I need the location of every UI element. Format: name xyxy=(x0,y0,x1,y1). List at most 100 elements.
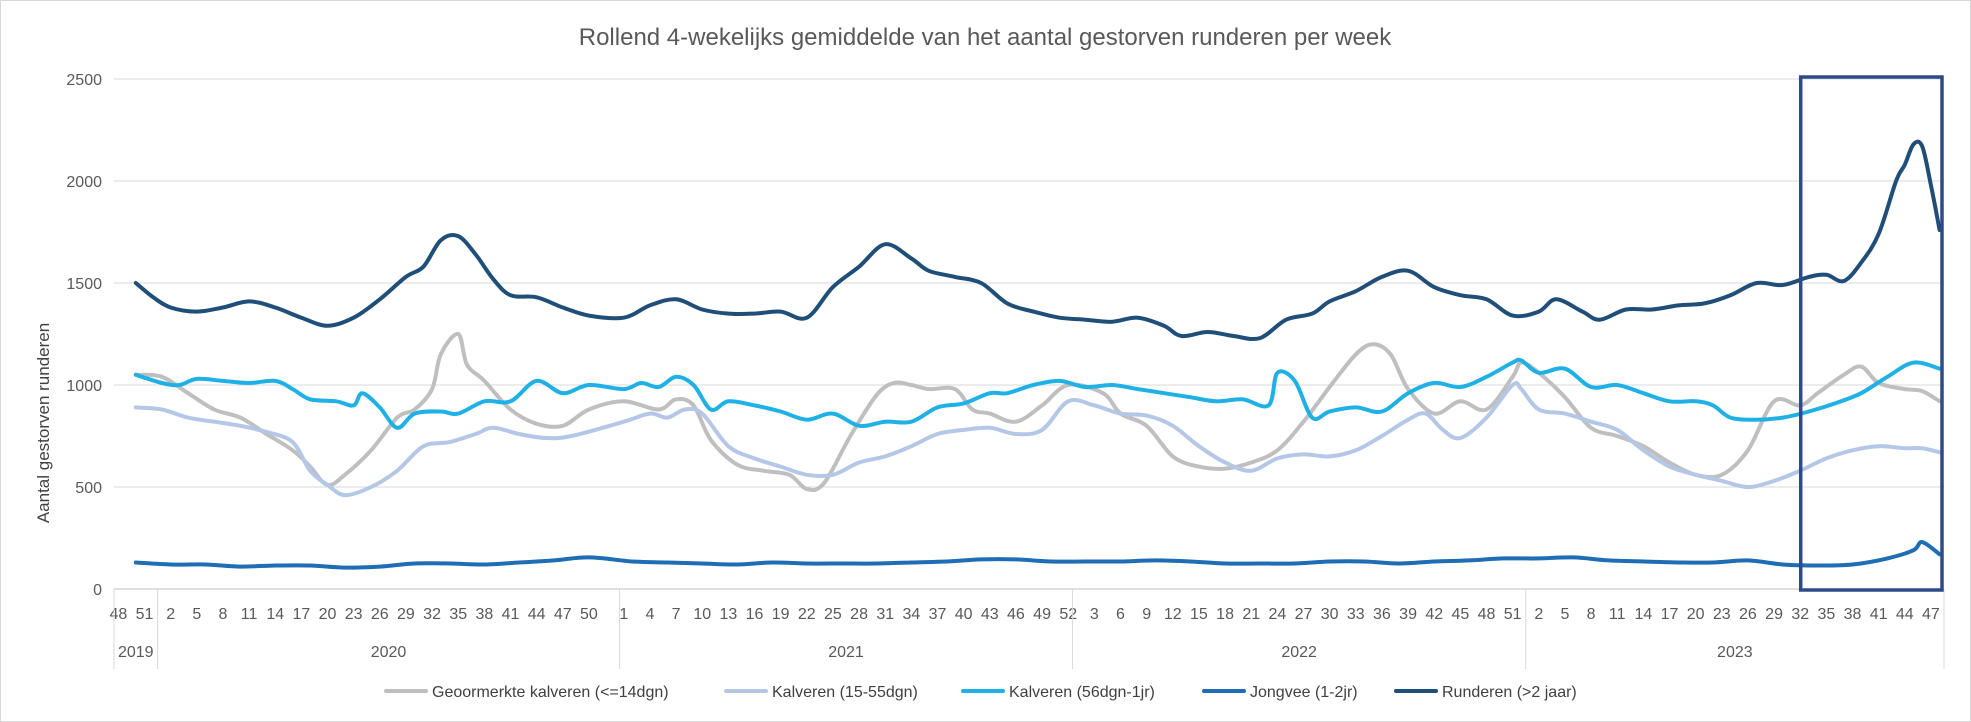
x-tick-label: 3 xyxy=(1090,606,1099,623)
x-tick-label: 29 xyxy=(397,606,415,623)
x-tick-label: 49 xyxy=(1033,606,1051,623)
legend-item: Kalveren (15-55dgn) xyxy=(724,684,918,701)
y-tick-label: 1000 xyxy=(66,378,102,395)
x-tick-label: 19 xyxy=(772,606,790,623)
y-tick-label: 2000 xyxy=(66,174,102,191)
x-tick-label: 44 xyxy=(1896,606,1914,623)
x-tick-label: 24 xyxy=(1268,606,1286,623)
legend-label: Kalveren (15-55dgn) xyxy=(772,684,918,701)
x-tick-label: 32 xyxy=(1791,606,1809,623)
x-tick-label: 6 xyxy=(1116,606,1125,623)
legend-item: Geoormerkte kalveren (<=14dgn) xyxy=(384,684,669,701)
x-tick-label: 39 xyxy=(1399,606,1417,623)
legend-label: Geoormerkte kalveren (<=14dgn) xyxy=(432,684,669,701)
x-tick-label: 9 xyxy=(1142,606,1151,623)
x-tick-label: 47 xyxy=(1922,606,1940,623)
x-tick-label: 32 xyxy=(423,606,441,623)
x-tick-label: 2 xyxy=(166,606,175,623)
x-tick-label: 47 xyxy=(554,606,572,623)
x-tick-label: 38 xyxy=(475,606,493,623)
x-tick-label: 29 xyxy=(1765,606,1783,623)
highlight-box xyxy=(1798,75,1944,592)
legend: Geoormerkte kalveren (<=14dgn) Kalveren (… xyxy=(384,684,1577,701)
x-tick-label: 34 xyxy=(902,606,920,623)
series-line-3 xyxy=(133,357,1942,430)
x-tick-label: 7 xyxy=(672,606,681,623)
x-tick-label: 30 xyxy=(1321,606,1339,623)
y-axis-label: Aantal gestorven runderen xyxy=(34,323,53,523)
x-tick-label: 23 xyxy=(345,606,363,623)
x-tick-label: 35 xyxy=(449,606,467,623)
y-tick-label: 2500 xyxy=(66,72,102,89)
x-tick-label: 4 xyxy=(645,606,654,623)
x-tick-label: 14 xyxy=(266,606,284,623)
x-tick-label: 23 xyxy=(1713,606,1731,623)
x-year-label: 2021 xyxy=(828,644,864,661)
x-tick-label: 51 xyxy=(1504,606,1522,623)
x-year-label: 2019 xyxy=(118,644,154,661)
x-tick-label: 37 xyxy=(929,606,947,623)
x-tick-label: 33 xyxy=(1347,606,1365,623)
x-tick-label: 12 xyxy=(1164,606,1182,623)
x-tick-label: 27 xyxy=(1295,606,1313,623)
series-line-2 xyxy=(133,381,1942,498)
y-tick-label: 0 xyxy=(93,582,102,599)
legend-item: Runderen (>2 jaar) xyxy=(1394,684,1577,701)
x-tick-label: 5 xyxy=(1560,606,1569,623)
x-year-label: 2022 xyxy=(1281,644,1317,661)
x-tick-label: 45 xyxy=(1451,606,1469,623)
x-tick-label: 8 xyxy=(218,606,227,623)
series-line-5 xyxy=(133,139,1942,342)
x-tick-label: 8 xyxy=(1587,606,1596,623)
x-tick-label: 18 xyxy=(1216,606,1234,623)
x-tick-label: 26 xyxy=(1739,606,1757,623)
y-tick-label: 500 xyxy=(75,480,102,497)
x-tick-label: 1 xyxy=(619,606,628,623)
legend-label: Kalveren (56dgn-1jr) xyxy=(1009,684,1155,701)
x-tick-label: 44 xyxy=(528,606,546,623)
x-tick-label: 16 xyxy=(746,606,764,623)
x-tick-label: 26 xyxy=(371,606,389,623)
x-tick-label: 48 xyxy=(109,606,127,623)
x-tick-label: 31 xyxy=(876,606,894,623)
x-tick-label: 21 xyxy=(1242,606,1260,623)
x-tick-label: 42 xyxy=(1425,606,1443,623)
x-tick-label: 51 xyxy=(136,606,154,623)
series-line-4 xyxy=(133,540,1942,570)
x-tick-label: 5 xyxy=(192,606,201,623)
gridlines xyxy=(114,78,1944,488)
x-axis: 48 51 2 5 8 11 14 17 20 23 26 29 32 35 38 41 44 47 50 1 4 7 10… xyxy=(109,588,1945,669)
x-tick-label: 20 xyxy=(319,606,337,623)
x-tick-label: 17 xyxy=(292,606,310,623)
y-tick-label: 1500 xyxy=(66,276,102,293)
x-tick-label: 41 xyxy=(502,606,520,623)
series-line-1 xyxy=(133,331,1942,493)
x-tick-label: 52 xyxy=(1059,606,1077,623)
x-tick-label: 46 xyxy=(1007,606,1025,623)
x-tick-label: 15 xyxy=(1190,606,1208,623)
x-tick-label: 36 xyxy=(1373,606,1391,623)
x-tick-label: 38 xyxy=(1844,606,1862,623)
x-tick-label: 28 xyxy=(850,606,868,623)
x-year-label: 2023 xyxy=(1717,644,1753,661)
x-tick-label: 41 xyxy=(1870,606,1888,623)
x-tick-label: 22 xyxy=(798,606,816,623)
legend-label: Runderen (>2 jaar) xyxy=(1442,684,1577,701)
x-tick-label: 35 xyxy=(1817,606,1835,623)
x-tick-label: 14 xyxy=(1634,606,1652,623)
x-tick-label: 10 xyxy=(693,606,711,623)
legend-item: Kalveren (56dgn-1jr) xyxy=(961,684,1155,701)
chart-title: Rollend 4-wekelijks gemiddelde van het a… xyxy=(579,24,1392,51)
x-tick-label: 13 xyxy=(719,606,737,623)
legend-item: Jongvee (1-2jr) xyxy=(1202,684,1358,701)
x-tick-label: 11 xyxy=(1609,606,1626,623)
highlight-rectangle xyxy=(1798,75,1944,592)
x-tick-label: 43 xyxy=(981,606,999,623)
x-tick-label: 20 xyxy=(1687,606,1705,623)
x-tick-label: 11 xyxy=(241,606,258,623)
y-axis-ticks: 0 500 1000 1500 2000 2500 xyxy=(66,72,102,599)
series-lines xyxy=(133,139,1942,570)
x-tick-label: 40 xyxy=(955,606,973,623)
